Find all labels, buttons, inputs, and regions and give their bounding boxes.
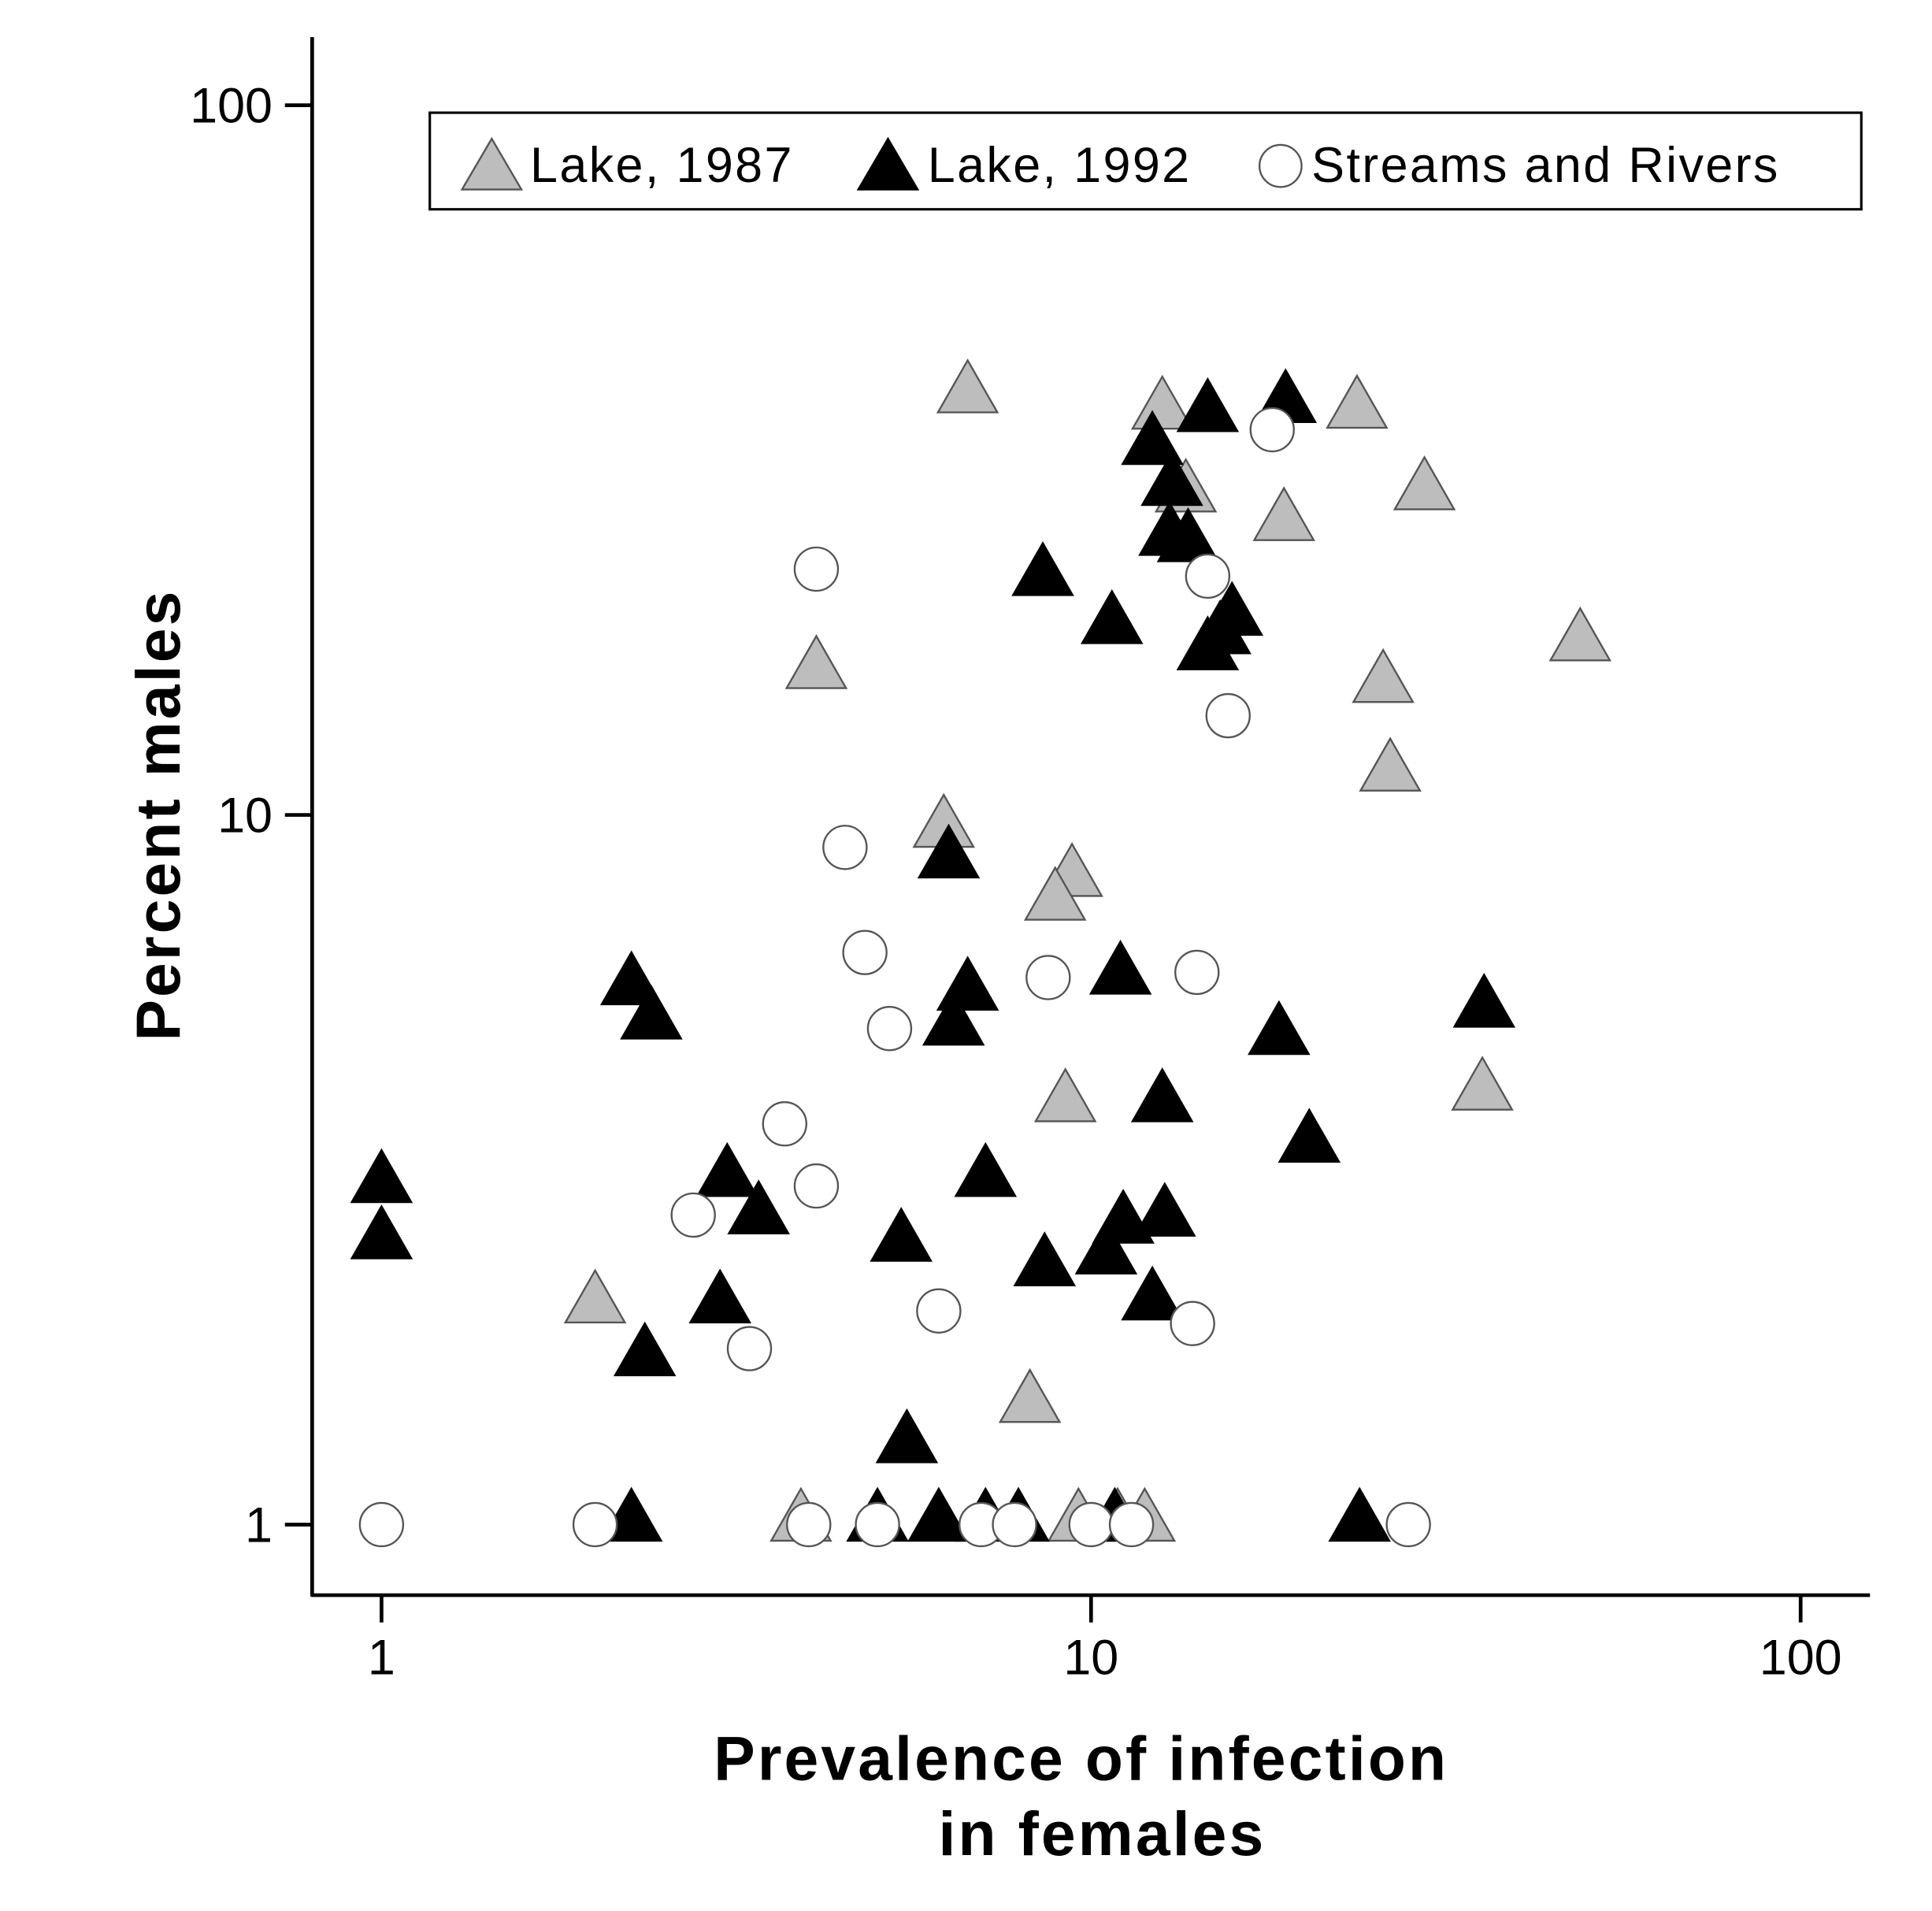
x-axis-title-line1: Prevalence of infection [714,1724,1448,1793]
point-lake-1992 [688,1268,752,1324]
legend: Lake, 1987 Lake, 1992 Streams and Rivers [428,111,1863,211]
point-lake-1987 [998,1367,1062,1423]
point-lake-1992 [922,990,985,1046]
point-streams-and-rivers [822,825,868,870]
point-lake-1987 [936,358,999,414]
point-lake-1992 [1328,1486,1391,1542]
point-lake-1992 [907,1486,970,1542]
point-lake-1987 [784,634,848,689]
point-lake-1992 [350,1204,413,1260]
point-streams-and-rivers [1174,949,1220,996]
point-lake-1992 [1133,1182,1196,1237]
point-streams-and-rivers [358,1501,405,1548]
x-axis-title-line2: in females [938,1799,1266,1868]
point-streams-and-rivers [992,1501,1037,1548]
point-lake-1992 [1121,1265,1184,1321]
point-lake-1992 [1074,1219,1138,1275]
point-lake-1992 [1013,1231,1077,1286]
point-lake-1992 [870,1207,933,1262]
point-lake-1992 [917,823,981,879]
point-streams-and-rivers [842,930,888,975]
point-lake-1992 [1156,507,1220,562]
point-lake-1987 [563,1268,627,1324]
point-streams-and-rivers [1025,955,1071,1000]
y-tick-label: 100 [190,79,273,134]
point-streams-and-rivers [855,1501,900,1548]
point-streams-and-rivers [866,1006,913,1052]
point-lake-1992 [936,956,999,1011]
y-tick-label: 10 [217,789,273,844]
point-streams-and-rivers [1068,1501,1114,1548]
point-lake-1992 [1176,615,1240,670]
y-tick-label: 1 [245,1497,273,1553]
point-lake-1992 [1140,451,1203,507]
point-lake-1992 [1081,588,1144,644]
point-lake-1987 [1352,648,1415,703]
point-lake-1992 [1248,1000,1311,1056]
point-lake-1992 [695,1141,759,1197]
point-lake-1987 [1451,1056,1514,1111]
point-lake-1992 [620,985,683,1040]
point-streams-and-rivers [726,1326,773,1371]
legend-marker-lake-1987 [460,136,524,191]
point-streams-and-rivers [1205,692,1251,739]
x-tick-label: 1 [368,1631,395,1686]
x-tick-label: 100 [1760,1631,1842,1686]
point-streams-and-rivers [786,1501,832,1548]
point-lake-1992 [599,950,663,1006]
point-lake-1992 [613,1321,677,1377]
point-lake-1987 [1033,1067,1097,1122]
y-axis-title: Percent males [124,589,193,1041]
point-lake-1987 [1359,737,1422,792]
point-streams-and-rivers [762,1101,807,1147]
point-lake-1992 [1121,410,1184,466]
point-streams-and-rivers [1185,553,1231,599]
axis-ticks: 1 10 100 1 10 100 [190,79,1842,1686]
legend-box [428,111,1863,211]
point-streams-and-rivers [572,1501,618,1548]
point-streams-and-rivers [793,1163,840,1209]
point-streams-and-rivers [916,1288,962,1334]
point-streams-and-rivers [1108,1501,1155,1548]
point-lake-1987 [1392,455,1456,510]
legend-marker-lake-1992 [856,136,920,191]
point-streams-and-rivers [793,546,840,592]
point-streams-and-rivers [1385,1501,1431,1548]
point-lake-1992 [727,1179,790,1235]
data-points [350,358,1612,1548]
legend-label-streams-rivers: Streams and Rivers [1311,138,1780,193]
x-tick-label: 10 [1063,1631,1118,1686]
legend-marker-streams-rivers [1258,143,1303,188]
point-lake-1987 [1252,486,1315,541]
point-lake-1992 [1176,377,1240,432]
point-lake-1987 [1326,373,1389,429]
point-lake-1992 [1277,1108,1341,1163]
point-lake-1992 [875,1408,939,1464]
point-lake-1987 [1548,606,1612,662]
point-lake-1992 [350,1148,413,1204]
legend-label-lake-1987: Lake, 1987 [530,138,794,193]
point-lake-1992 [1452,972,1516,1028]
point-streams-and-rivers [1249,406,1295,453]
point-streams-and-rivers [670,1192,716,1238]
point-lake-1992 [954,1141,1018,1197]
legend-label-lake-1992: Lake, 1992 [928,138,1192,193]
point-lake-1987 [1023,866,1087,921]
point-streams-and-rivers [1170,1301,1215,1346]
point-lake-1992 [1130,1067,1194,1122]
point-lake-1992 [1011,541,1074,596]
point-lake-1992 [1088,940,1152,995]
